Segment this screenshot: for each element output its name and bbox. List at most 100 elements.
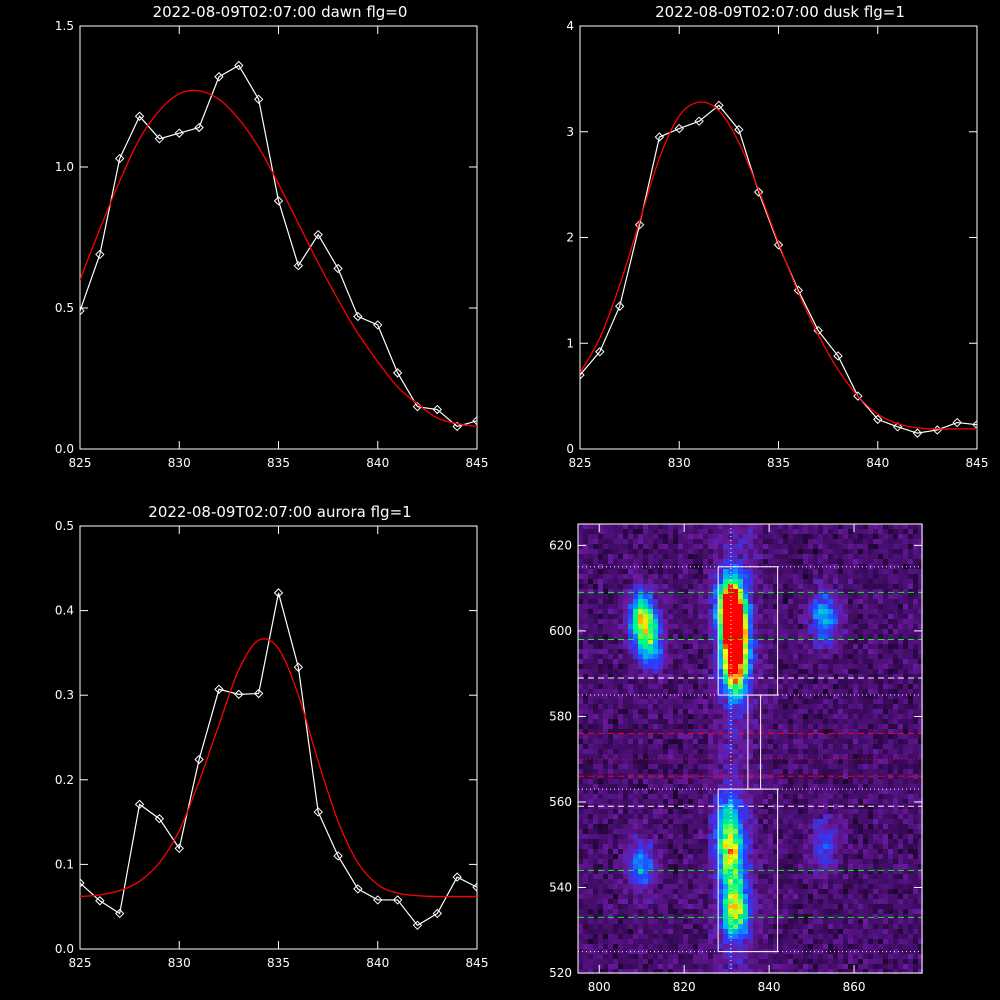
heatmap-cell bbox=[743, 674, 748, 679]
heatmap-cell bbox=[708, 589, 713, 594]
data-point-diamond bbox=[214, 72, 224, 82]
heatmap-cell bbox=[708, 799, 713, 804]
heatmap-cell bbox=[693, 759, 698, 764]
heatmap-cell bbox=[908, 794, 913, 799]
heatmap-cell bbox=[818, 669, 823, 674]
heatmap-cell bbox=[708, 694, 713, 699]
heatmap-cell bbox=[743, 714, 748, 719]
heatmap-cell bbox=[738, 854, 743, 859]
heatmap-cell bbox=[658, 704, 663, 709]
heatmap-cell bbox=[593, 859, 598, 864]
heatmap-cell bbox=[898, 794, 903, 799]
heatmap-cell bbox=[808, 629, 813, 634]
heatmap-cell bbox=[763, 694, 768, 699]
heatmap-cell bbox=[838, 744, 843, 749]
heatmap-cell bbox=[743, 744, 748, 749]
heatmap-cell bbox=[773, 754, 778, 759]
heatmap-cell bbox=[623, 814, 628, 819]
heatmap-cell bbox=[813, 764, 818, 769]
heatmap-cell bbox=[718, 729, 723, 734]
heatmap-cell bbox=[723, 569, 728, 574]
heatmap-cell bbox=[898, 554, 903, 559]
heatmap-cell bbox=[713, 644, 718, 649]
heatmap-cell bbox=[718, 534, 723, 539]
heatmap-cell bbox=[788, 724, 793, 729]
heatmap-cell bbox=[588, 819, 593, 824]
heatmap-cell bbox=[848, 599, 853, 604]
heatmap-cell bbox=[733, 634, 738, 639]
heatmap-cell bbox=[598, 654, 603, 659]
heatmap-cell bbox=[668, 839, 673, 844]
heatmap-cell bbox=[768, 684, 773, 689]
heatmap-cell bbox=[778, 699, 783, 704]
heatmap-cell bbox=[583, 824, 588, 829]
heatmap-cell bbox=[713, 544, 718, 549]
heatmap-cell bbox=[778, 814, 783, 819]
heatmap-cell bbox=[698, 664, 703, 669]
heatmap-cell bbox=[618, 584, 623, 589]
heatmap-cell bbox=[688, 694, 693, 699]
heatmap-cell bbox=[903, 539, 908, 544]
heatmap-cell bbox=[863, 549, 868, 554]
heatmap-cell bbox=[743, 584, 748, 589]
heatmap-cell bbox=[633, 699, 638, 704]
heatmap-cell bbox=[723, 689, 728, 694]
heatmap-cell bbox=[598, 624, 603, 629]
heatmap-cell bbox=[908, 659, 913, 664]
heatmap-cell bbox=[823, 809, 828, 814]
heatmap-cell bbox=[633, 669, 638, 674]
heatmap-cell bbox=[853, 829, 858, 834]
heatmap-cell bbox=[783, 534, 788, 539]
heatmap-cell bbox=[878, 714, 883, 719]
heatmap-cell bbox=[693, 659, 698, 664]
heatmap-cell bbox=[688, 849, 693, 854]
heatmap-cell bbox=[673, 574, 678, 579]
heatmap-cell bbox=[708, 684, 713, 689]
heatmap-cell bbox=[738, 639, 743, 644]
heatmap-cell bbox=[818, 634, 823, 639]
heatmap-cell bbox=[873, 604, 878, 609]
heatmap-cell bbox=[818, 599, 823, 604]
heatmap-cell bbox=[578, 809, 583, 814]
heatmap-cell bbox=[638, 784, 643, 789]
heatmap-cell bbox=[828, 869, 833, 874]
heatmap-cell bbox=[678, 639, 683, 644]
heatmap-cell bbox=[873, 659, 878, 664]
heatmap-cell bbox=[843, 659, 848, 664]
heatmap-cell bbox=[658, 624, 663, 629]
x-tick-label: 830 bbox=[168, 956, 191, 970]
heatmap-cell bbox=[688, 719, 693, 724]
heatmap-cell bbox=[878, 629, 883, 634]
heatmap-cell bbox=[768, 839, 773, 844]
heatmap-cell bbox=[703, 834, 708, 839]
heatmap-cell bbox=[863, 569, 868, 574]
heatmap-cell bbox=[753, 544, 758, 549]
heatmap-cell bbox=[678, 634, 683, 639]
heatmap-cell bbox=[688, 699, 693, 704]
heatmap-cell bbox=[843, 804, 848, 809]
heatmap-cell bbox=[858, 649, 863, 654]
heatmap-cell bbox=[783, 744, 788, 749]
heatmap-cell bbox=[898, 604, 903, 609]
heatmap-cell bbox=[768, 794, 773, 799]
heatmap-cell bbox=[853, 634, 858, 639]
heatmap-cell bbox=[673, 839, 678, 844]
heatmap-cell bbox=[603, 654, 608, 659]
heatmap-cell bbox=[758, 629, 763, 634]
heatmap-cell bbox=[913, 764, 918, 769]
heatmap-cell bbox=[633, 794, 638, 799]
heatmap-cell bbox=[638, 859, 643, 864]
heatmap-cell bbox=[603, 694, 608, 699]
heatmap-cell bbox=[903, 584, 908, 589]
heatmap-cell bbox=[768, 644, 773, 649]
heatmap-cell bbox=[663, 544, 668, 549]
heatmap-cell bbox=[683, 714, 688, 719]
heatmap-cell bbox=[843, 669, 848, 674]
heatmap-cell bbox=[748, 809, 753, 814]
heatmap-cell bbox=[838, 834, 843, 839]
heatmap-cell bbox=[723, 794, 728, 799]
heatmap-cell bbox=[713, 784, 718, 789]
heatmap-cell bbox=[713, 664, 718, 669]
heatmap-cell bbox=[893, 724, 898, 729]
heatmap-cell bbox=[813, 744, 818, 749]
